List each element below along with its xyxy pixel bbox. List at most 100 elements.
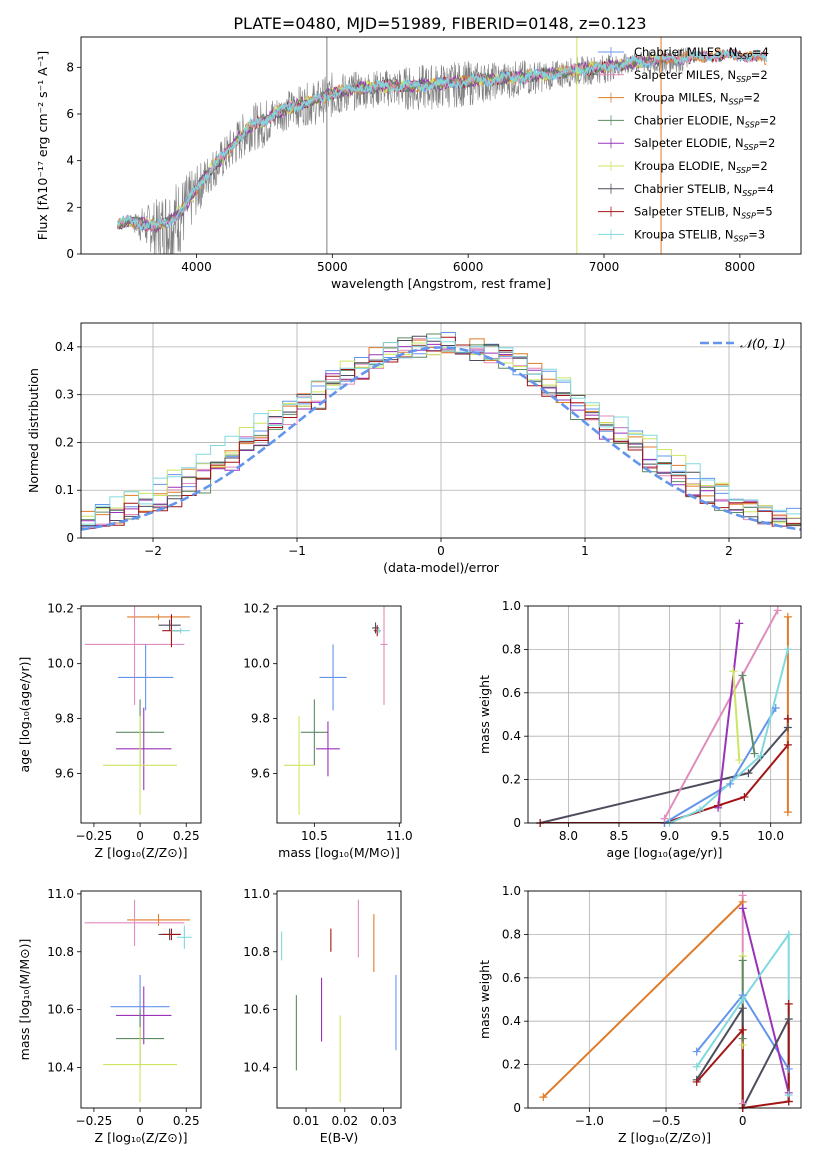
- plot-frame: [276, 890, 402, 1109]
- series-point-chabrier_miles: [726, 779, 735, 788]
- series-point-chabrier_elodie: [750, 749, 759, 758]
- legend-label-sub: SSP: [737, 52, 752, 61]
- x-tick-label: 8.0: [559, 829, 578, 843]
- x-tick-label: −0.25: [76, 829, 113, 843]
- x-tick-label: 0.02: [331, 1114, 358, 1128]
- series-point-salpeter_elodie: [738, 904, 747, 913]
- y-tick-label: 2: [66, 200, 74, 214]
- plot-frame: [527, 890, 802, 1109]
- series-line-kroupa_miles: [542, 901, 744, 1098]
- x-tick-label: 8.5: [609, 829, 628, 843]
- x-axis-label: age [log₁₀(age/yr)]: [607, 845, 723, 860]
- series-point-chabrier_stelib: [784, 1015, 793, 1024]
- legend-label-main: Chabrier ELODIE, N: [634, 113, 745, 127]
- panel-z-weight: −1.0 −0.5 0 0 0.2 0.4 0.6 0.8 1.0 Z [log₁₀(Z/Z⊙)]…: [477, 884, 802, 1145]
- normal-curve: [81, 346, 801, 531]
- legend-label-tail: =4: [757, 182, 774, 196]
- plot-frame: [80, 605, 202, 824]
- legend-label-tail: =2: [743, 91, 760, 105]
- legend-label-main: Kroupa MILES, N: [634, 91, 729, 105]
- series-point-kroupa_stelib: [738, 995, 747, 1004]
- x-tick-label: 0.03: [370, 1114, 397, 1128]
- legend-label-normal: 𝒩(0, 1): [740, 336, 786, 351]
- series-point-salpeter_miles: [773, 606, 782, 615]
- legend-label-sub: SSP: [744, 143, 759, 152]
- x-tick-label: 0.25: [173, 829, 200, 843]
- panel-z-mass: −0.25 0 0.25 10.4 10.6 10.8 11.0 Z [log₁₀(Z/Z⊙)…: [17, 887, 202, 1145]
- histogram-kroupa_stelib: [81, 337, 801, 528]
- legend-label-salpeter_stelib: Salpeter STELIB, NSSP=5: [634, 205, 773, 221]
- y-tick-label: 0.6: [502, 971, 521, 985]
- y-tick-label: 10.8: [47, 945, 74, 959]
- legend-label-sub: SSP: [734, 234, 749, 243]
- legend-label-tail: =2: [758, 136, 775, 150]
- series-point-kroupa_elodie: [729, 667, 738, 676]
- y-tick-label: 0.6: [502, 686, 521, 700]
- y-tick-label: 0.2: [502, 773, 521, 787]
- series-point-kroupa_stelib: [784, 930, 793, 939]
- series-point-kroupa_stelib: [756, 751, 765, 760]
- y-tick-label: 0.3: [55, 388, 74, 402]
- series-line-salpeter_elodie: [717, 623, 741, 808]
- legend-label-main: Kroupa STELIB, N: [634, 227, 734, 241]
- x-tick-label: 5000: [317, 260, 348, 274]
- x-tick-label: 7000: [589, 260, 620, 274]
- y-tick-label: 0.4: [502, 1014, 521, 1028]
- series-point-chabrier_miles: [784, 1064, 793, 1073]
- series-point-chabrier_stelib: [738, 1004, 747, 1013]
- legend-label-chabrier_stelib: Chabrier STELIB, NSSP=4: [634, 182, 774, 198]
- legend-label-kroupa_miles: Kroupa MILES, NSSP=2: [634, 91, 760, 107]
- series-point-salpeter_stelib: [784, 999, 793, 1008]
- series-line-salpeter_elodie: [741, 908, 790, 1094]
- series-point-chabrier_elodie: [738, 956, 747, 965]
- x-axis-label: Z [log₁₀(Z/Z⊙)]: [618, 1130, 711, 1145]
- plot-frame: [80, 36, 802, 255]
- legend-label-main: Kroupa ELODIE, N: [634, 159, 736, 173]
- legend-label-sub: SSP: [736, 166, 751, 175]
- series-point-salpeter_stelib: [784, 1097, 793, 1106]
- x-axis-label: mass [log₁₀(M/M⊙)]: [278, 845, 400, 860]
- legend-label-sub: SSP: [736, 75, 751, 84]
- y-tick-label: 10.0: [47, 657, 74, 671]
- x-tick-label: 6000: [453, 260, 484, 274]
- y-tick-label: 1.0: [502, 884, 521, 898]
- y-tick-label: 0: [513, 816, 521, 830]
- series-point-salpeter_stelib: [692, 1077, 701, 1086]
- series-point-salpeter_stelib: [783, 740, 792, 749]
- series-point-salpeter_elodie: [714, 803, 723, 812]
- x-tick-label: 8000: [725, 260, 756, 274]
- series-point-salpeter_elodie: [735, 619, 744, 628]
- x-tick-label: 1: [581, 544, 589, 558]
- y-tick-label: 10.4: [243, 1060, 270, 1074]
- x-tick-label: 2: [725, 544, 733, 558]
- y-tick-label: 0.2: [502, 1058, 521, 1072]
- legend-label-kroupa_elodie: Kroupa ELODIE, NSSP=2: [634, 159, 768, 175]
- y-tick-label: 0: [66, 247, 74, 261]
- x-tick-label: −0.25: [76, 1114, 113, 1128]
- legend-label-main: Salpeter MILES, N: [634, 68, 736, 82]
- plot-area-age-weight: [539, 609, 789, 823]
- plot-frame: [80, 890, 202, 1109]
- y-tick-label: 10.6: [47, 1003, 74, 1017]
- plot-area-spectrum: [117, 37, 768, 254]
- series-point-chabrier_elodie: [738, 1034, 747, 1043]
- series-point-salpeter_stelib: [740, 792, 749, 801]
- y-axis-label: mass weight: [477, 675, 492, 754]
- plot-frame: [276, 605, 402, 824]
- legend-label-sub: SSP: [742, 189, 757, 198]
- legend-label-chabrier_miles: Chabrier MILES, NSSP=4: [634, 45, 769, 61]
- model-spectrum-kroupa_stelib: [117, 48, 768, 230]
- x-tick-label: 10.0: [757, 829, 784, 843]
- series-point-kroupa_miles: [783, 612, 792, 621]
- y-tick-label: 11.0: [47, 887, 74, 901]
- y-tick-label: 0.4: [55, 340, 74, 354]
- legend-label-sub: SSP: [745, 120, 760, 129]
- legend-label-main: Salpeter ELODIE, N: [634, 136, 744, 150]
- x-tick-label: −0.5: [651, 1114, 680, 1128]
- y-tick-label: 9.6: [55, 767, 74, 781]
- plot-area-residuals: [81, 332, 801, 531]
- y-tick-label: 0.1: [55, 483, 74, 497]
- x-tick-label: 9.5: [711, 829, 730, 843]
